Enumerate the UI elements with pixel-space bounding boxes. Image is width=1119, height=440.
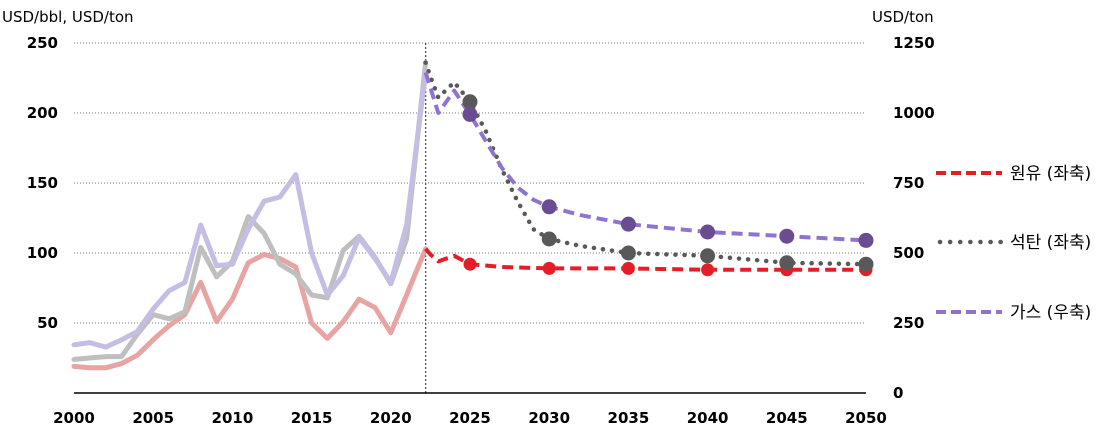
historical-lines [71, 60, 429, 371]
x-tick-label: 2050 [845, 409, 887, 427]
x-tick-label: 2005 [132, 409, 174, 427]
right-tick-label: 250 [893, 314, 924, 332]
gas-legend-label: 가스 (우축) [1010, 303, 1091, 323]
left-tick-label: 150 [27, 174, 58, 192]
gas-marker [462, 106, 478, 122]
coal-legend-label: 석탄 (좌축) [1010, 233, 1091, 253]
left-tick-label: 250 [27, 34, 58, 52]
gas-marker [779, 228, 795, 244]
coal-marker [779, 255, 795, 271]
gas-historical-line [71, 69, 429, 350]
forecast-lines [423, 60, 869, 272]
x-tick-label: 2000 [53, 409, 95, 427]
right-tick-label: 0 [893, 384, 903, 402]
left-axis-ticks: 50 100 150 200 250 [27, 34, 58, 332]
coal-marker [700, 248, 716, 264]
right-tick-label: 500 [893, 244, 924, 262]
x-tick-label: 2030 [528, 409, 570, 427]
gas-forecast-line [423, 71, 867, 243]
crude-oil-marker [621, 261, 635, 275]
right-axis-ticks: 0 250 500 750 1000 1250 [893, 34, 935, 402]
x-tick-label: 2040 [687, 409, 729, 427]
coal-marker [462, 94, 478, 110]
legend: 원유 (좌축) 석탄 (좌축) 가스 (우축) [936, 164, 1091, 323]
right-tick-label: 1250 [893, 34, 935, 52]
coal-historical-line [71, 60, 429, 362]
left-axis-unit-label: USD/bbl, USD/ton [2, 8, 134, 26]
forecast-markers [462, 94, 874, 277]
x-tick-label: 2035 [608, 409, 650, 427]
left-tick-label: 100 [27, 244, 58, 262]
coal-marker [541, 231, 557, 247]
x-tick-label: 2010 [212, 409, 254, 427]
crude-oil-marker [542, 261, 556, 275]
crude-oil-marker [701, 263, 715, 277]
gas-marker [858, 232, 874, 248]
coal-marker [620, 245, 636, 261]
gas-marker [620, 216, 636, 232]
right-tick-label: 1000 [893, 104, 935, 122]
coal-forecast-line [423, 60, 869, 267]
left-tick-label: 50 [37, 314, 58, 332]
x-tick-label: 2020 [370, 409, 412, 427]
gas-marker [541, 199, 557, 215]
coal-marker [858, 256, 874, 272]
crude-oil-forecast-line [424, 247, 866, 272]
right-axis-unit-label: USD/ton [872, 8, 934, 26]
left-tick-label: 200 [27, 104, 58, 122]
gas-marker [700, 224, 716, 240]
x-tick-label: 2015 [291, 409, 333, 427]
x-tick-label: 2025 [449, 409, 491, 427]
crude-oil-marker [463, 257, 477, 271]
right-tick-label: 750 [893, 174, 924, 192]
crude-oil-historical-line [71, 246, 429, 371]
x-tick-label: 2045 [766, 409, 808, 427]
x-axis-ticks: 2000 2005 2010 2015 2020 2025 2030 2035 2040 2045… [53, 409, 887, 427]
crude-oil-legend-label: 원유 (좌축) [1010, 164, 1091, 184]
